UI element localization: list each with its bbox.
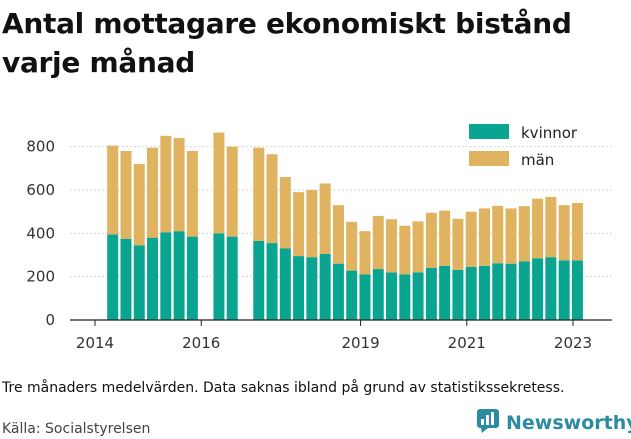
bar-kvinnor (545, 257, 557, 320)
bar-kvinnor (147, 237, 159, 320)
bar-man (332, 205, 344, 264)
bar-kvinnor (532, 258, 544, 320)
bar-kvinnor (492, 263, 504, 320)
brand-name: Newsworthy (506, 412, 631, 434)
bar-man (213, 132, 225, 234)
bar-man (133, 164, 145, 246)
bar-man (186, 151, 198, 237)
bar-kvinnor (133, 245, 145, 320)
y-tick-label: 600 (26, 181, 55, 199)
bar-man (386, 219, 398, 273)
bar-kvinnor (213, 233, 225, 320)
legend-swatch-kvinnor (469, 124, 509, 139)
y-tick-label: 0 (45, 311, 55, 329)
bar-kvinnor (266, 243, 278, 320)
bar-man (120, 151, 132, 239)
bar-man (253, 147, 265, 241)
x-tick-label: 2019 (341, 334, 379, 352)
bar-kvinnor (186, 236, 198, 320)
y-axis-ticks: 0 200 400 600 800 (26, 138, 55, 329)
bar-man (160, 135, 172, 233)
brand-logo[interactable]: Newsworthy (476, 408, 631, 438)
bar-kvinnor (107, 234, 119, 320)
bar-man (293, 192, 305, 257)
bar-man (478, 208, 490, 266)
y-tick-label: 400 (26, 224, 55, 242)
bar-kvinnor (425, 268, 437, 320)
bar-kvinnor (120, 238, 132, 320)
bar-man (439, 210, 451, 266)
x-tick-label: 2016 (182, 334, 220, 352)
bar-kvinnor (160, 232, 172, 320)
bar-man (545, 196, 557, 258)
bar-kvinnor (558, 260, 570, 320)
legend-label-kvinnor: kvinnor (521, 124, 578, 142)
bar-man (147, 147, 159, 238)
bar-kvinnor (226, 236, 238, 320)
bar-man (372, 216, 384, 270)
bar-kvinnor (279, 248, 291, 320)
bar-kvinnor (505, 263, 517, 320)
bar-man (346, 221, 358, 271)
legend-label-man: män (521, 151, 554, 169)
bar-kvinnor (452, 269, 464, 320)
bar-man (306, 190, 318, 258)
y-tick-label: 200 (26, 268, 55, 286)
bar-man (412, 221, 424, 273)
bar-kvinnor (306, 257, 318, 320)
bar-kvinnor (399, 274, 411, 320)
bar-man (319, 183, 331, 254)
bar-man (226, 146, 238, 237)
legend-swatch-man (469, 151, 509, 166)
bar-kvinnor (319, 253, 331, 320)
bars (107, 132, 583, 320)
bar-man (425, 212, 437, 268)
bar-kvinnor (359, 274, 371, 320)
bar-kvinnor (412, 272, 424, 320)
bar-man (571, 203, 583, 261)
x-axis: 2014 2016 2019 2021 2023 (70, 319, 612, 352)
bar-chart: 0 200 400 600 800 2014 2016 2019 2021 2023 kvinn… (26, 124, 612, 352)
chart-note: Tre månaders medelvärden. Data saknas ib… (2, 380, 565, 396)
chart-title: Antal mottagare ekonomiskt bistånd varje… (2, 7, 572, 79)
bar-man (492, 205, 504, 264)
bar-kvinnor (346, 270, 358, 320)
bar-man (359, 231, 371, 275)
bar-man (399, 225, 411, 275)
bar-man (266, 154, 278, 244)
bar-kvinnor (465, 266, 477, 320)
bar-man (465, 211, 477, 267)
bar-kvinnor (518, 261, 530, 320)
bar-man (518, 206, 530, 262)
bar-kvinnor (372, 269, 384, 320)
bar-man (279, 177, 291, 249)
bar-man (452, 218, 464, 270)
x-tick-label: 2021 (448, 334, 486, 352)
x-tick-label: 2014 (76, 334, 114, 352)
x-tick-label: 2023 (554, 334, 592, 352)
bar-kvinnor (253, 240, 265, 320)
source-credit: Källa: Socialstyrelsen (2, 421, 151, 437)
bar-kvinnor (332, 263, 344, 320)
bar-kvinnor (571, 260, 583, 320)
newsworthy-chart-logo-icon (476, 408, 500, 438)
bar-kvinnor (478, 265, 490, 320)
y-tick-label: 800 (26, 138, 55, 156)
bar-man (505, 208, 517, 264)
bar-kvinnor (293, 256, 305, 320)
bar-kvinnor (386, 272, 398, 320)
bar-man (558, 205, 570, 261)
bar-kvinnor (439, 265, 451, 320)
legend: kvinnor män (469, 124, 578, 169)
bar-man (173, 138, 185, 232)
bar-man (107, 145, 119, 235)
bar-man (532, 198, 544, 259)
bar-kvinnor (173, 231, 185, 320)
